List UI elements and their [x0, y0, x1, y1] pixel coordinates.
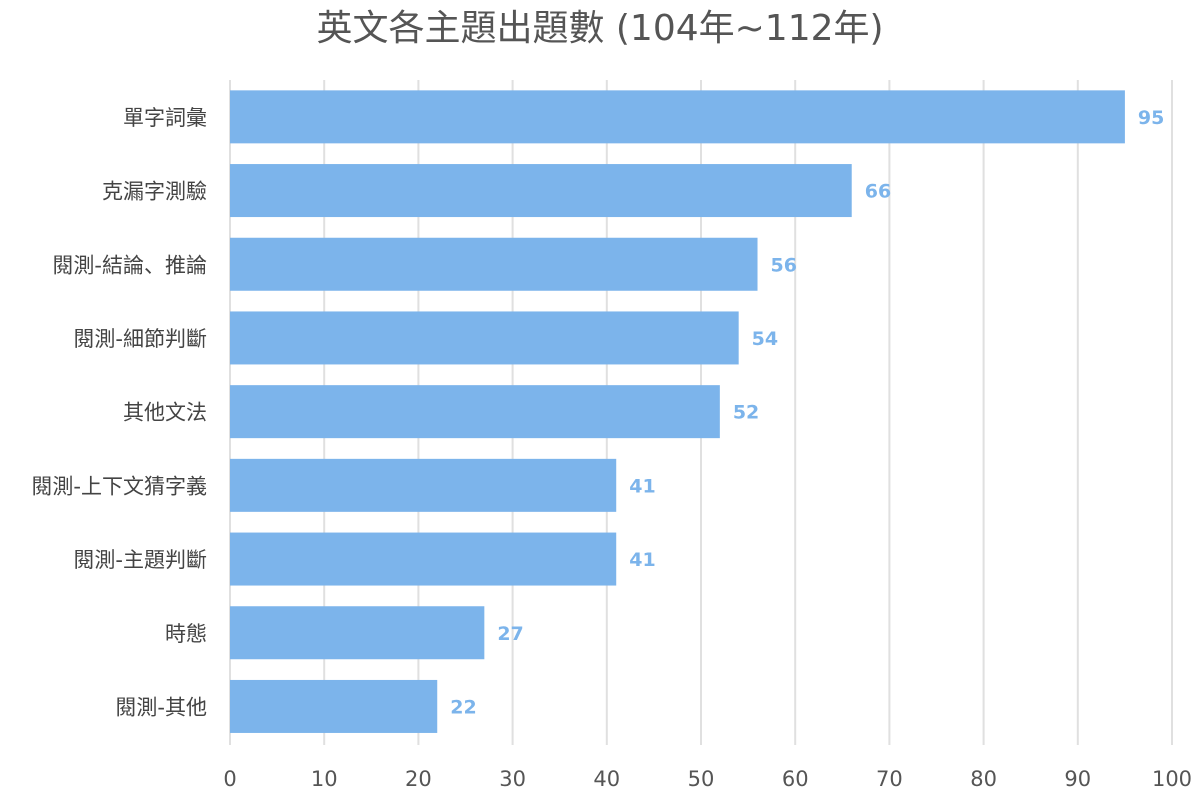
x-tick-label: 0 [223, 767, 236, 791]
data-label: 95 [1138, 107, 1164, 129]
x-tick-label: 50 [688, 767, 715, 791]
x-tick-label: 70 [876, 767, 903, 791]
data-label: 52 [733, 402, 759, 424]
x-tick-label: 10 [311, 767, 338, 791]
category-label: 閱測-上下文猜字義 [31, 474, 207, 498]
data-label: 56 [771, 254, 797, 276]
category-label: 時態 [165, 622, 207, 646]
bar [230, 311, 739, 365]
x-tick-label: 90 [1064, 767, 1091, 791]
x-tick-label: 20 [405, 767, 432, 791]
data-label: 66 [865, 181, 891, 203]
x-tick-label: 30 [499, 767, 526, 791]
category-labels: 單字詞彙克漏字測驗閱測-結論、推論閱測-細節判斷其他文法閱測-上下文猜字義閱測-… [31, 106, 207, 720]
data-label: 41 [629, 475, 655, 497]
bars [230, 90, 1125, 733]
x-axis-ticks: 0 10 20 30 40 50 60 70 80 90 100 [223, 767, 1192, 791]
x-tick-label: 100 [1152, 767, 1192, 791]
category-label: 其他文法 [123, 401, 207, 425]
category-label: 閱測-其他 [115, 695, 207, 719]
bar [230, 606, 485, 660]
data-label: 54 [752, 328, 778, 350]
x-tick-label: 80 [970, 767, 997, 791]
data-label: 22 [450, 696, 476, 718]
bar [230, 237, 758, 291]
category-label: 單字詞彙 [123, 106, 207, 130]
bar [230, 679, 438, 733]
bar [230, 385, 720, 439]
bar [230, 164, 852, 218]
category-label: 閱測-主題判斷 [73, 548, 207, 572]
category-label: 閱測-結論、推論 [52, 253, 207, 277]
chart-title: 英文各主題出題數 (104年~112年) [316, 8, 883, 49]
category-label: 閱測-細節判斷 [73, 327, 207, 351]
data-label: 41 [629, 549, 655, 571]
bar [230, 532, 617, 586]
bar [230, 90, 1125, 144]
data-label: 27 [497, 623, 523, 645]
data-labels: 95 66 56 54 52 41 41 27 22 [450, 107, 1164, 719]
bar [230, 458, 617, 512]
x-tick-label: 40 [593, 767, 620, 791]
category-label: 克漏字測驗 [102, 180, 207, 204]
x-tick-label: 60 [782, 767, 809, 791]
